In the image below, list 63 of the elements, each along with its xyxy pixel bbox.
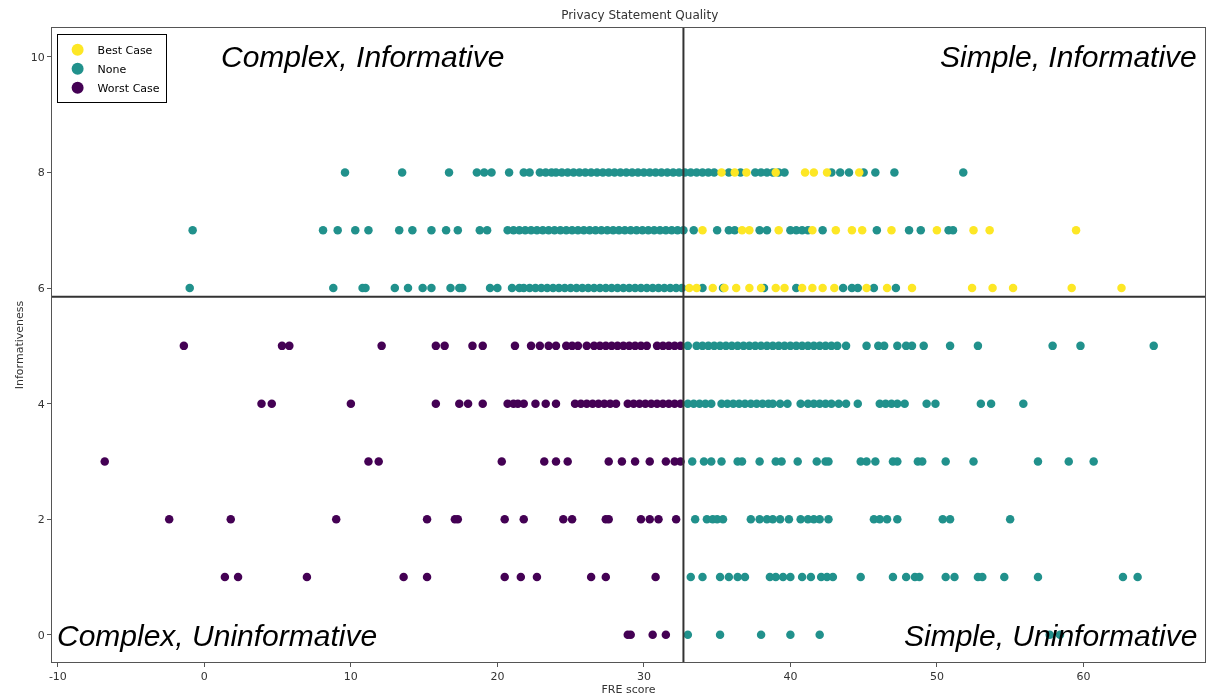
y-tick-label: 0 bbox=[37, 628, 45, 642]
chart-title: Privacy Statement Quality bbox=[561, 7, 719, 22]
annotation: Complex, Informative bbox=[221, 40, 505, 73]
x-tick-label: 10 bbox=[343, 670, 358, 684]
point bbox=[685, 283, 694, 293]
x-tick-label: 30 bbox=[636, 670, 651, 684]
point bbox=[830, 283, 839, 293]
point bbox=[731, 283, 741, 293]
point bbox=[855, 168, 864, 177]
y-axis-title: Informativeness bbox=[13, 300, 27, 390]
point bbox=[698, 226, 707, 235]
x-tick-label: 60 bbox=[1076, 670, 1091, 684]
point bbox=[882, 283, 892, 293]
annotation: Complex, Uninformative bbox=[57, 619, 378, 652]
y-tick-label: 2 bbox=[37, 513, 45, 527]
point bbox=[771, 283, 780, 293]
y-tick-label: 10 bbox=[30, 50, 45, 64]
point bbox=[857, 226, 867, 235]
y-tick-label: 4 bbox=[37, 397, 45, 411]
point bbox=[737, 226, 747, 235]
point bbox=[692, 283, 701, 293]
point bbox=[967, 283, 977, 293]
point bbox=[797, 283, 807, 293]
annotation: Simple, Uninformative bbox=[904, 619, 1198, 652]
point bbox=[730, 168, 739, 177]
legend-label: None bbox=[97, 63, 127, 77]
x-tick-label: 50 bbox=[929, 670, 944, 684]
point bbox=[808, 226, 817, 235]
point bbox=[1008, 283, 1018, 293]
x-tick-label: 40 bbox=[783, 670, 798, 684]
point bbox=[862, 283, 871, 293]
point bbox=[847, 226, 857, 235]
point bbox=[1067, 283, 1076, 293]
point bbox=[1071, 226, 1081, 235]
point bbox=[985, 226, 994, 235]
y-tick-label: 6 bbox=[37, 281, 45, 295]
point bbox=[745, 226, 754, 235]
x-axis-title: FRE score bbox=[601, 683, 656, 697]
point bbox=[809, 168, 819, 177]
point bbox=[800, 168, 810, 177]
point bbox=[907, 283, 917, 293]
point bbox=[745, 283, 754, 293]
x-tick-label: -10 bbox=[48, 670, 67, 684]
point bbox=[988, 283, 997, 293]
y-tick-label: 8 bbox=[37, 166, 45, 180]
x-tick-label: 20 bbox=[490, 670, 505, 684]
point bbox=[780, 283, 789, 293]
point bbox=[818, 283, 827, 293]
x-tick-label: 0 bbox=[200, 670, 208, 684]
point bbox=[774, 226, 783, 235]
point bbox=[932, 226, 942, 235]
point bbox=[1117, 283, 1126, 293]
point bbox=[717, 168, 726, 177]
point bbox=[822, 168, 832, 177]
point bbox=[708, 283, 717, 293]
annotation: Simple, Informative bbox=[940, 40, 1197, 73]
point bbox=[969, 226, 978, 235]
point bbox=[808, 283, 817, 293]
point bbox=[831, 226, 841, 235]
point bbox=[887, 226, 896, 235]
legend-label: Best Case bbox=[97, 44, 153, 58]
legend-label: Worst Case bbox=[97, 82, 160, 96]
point bbox=[742, 168, 751, 177]
